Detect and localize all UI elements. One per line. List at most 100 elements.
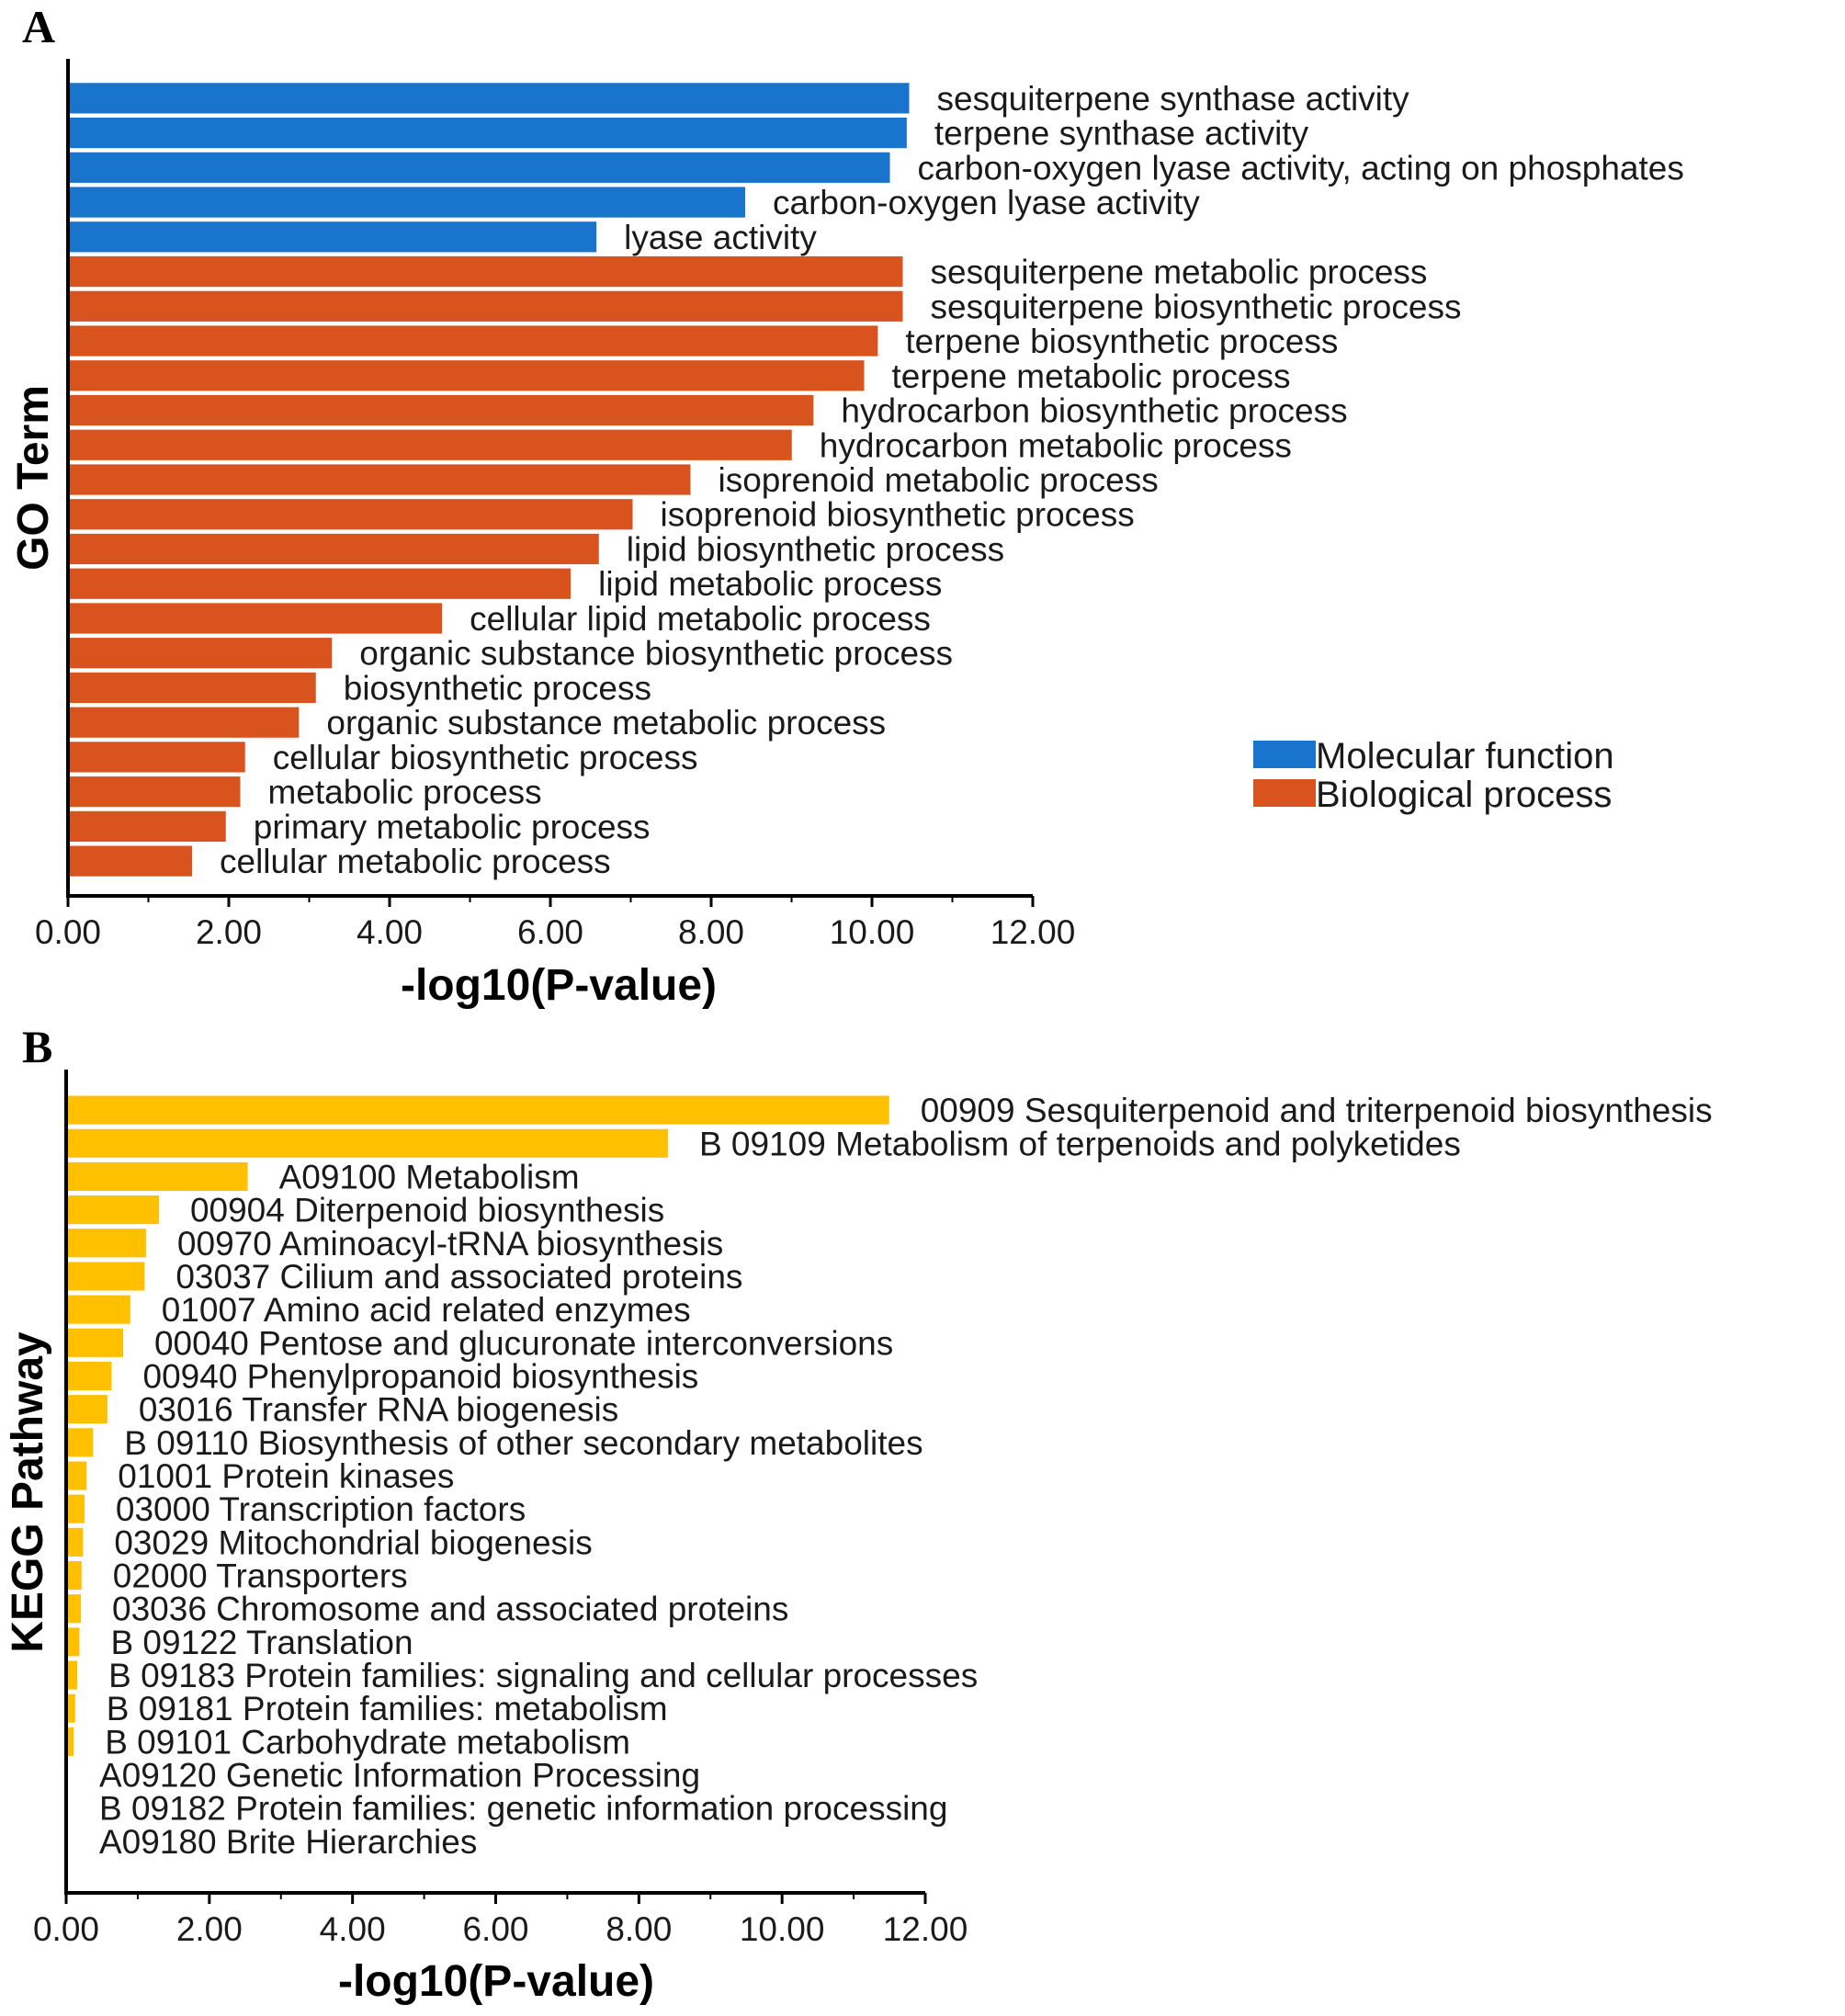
b-bar-6 [68,1295,130,1324]
a-bar-2 [70,152,890,183]
a-bar-5 [70,255,903,288]
a-bar-3 [70,187,745,218]
a-bar-6 [70,290,903,322]
a-bar-label-11: isoprenoid metabolic process [719,461,1159,499]
b-bar-1 [68,1128,668,1158]
go-bars [70,83,910,877]
b-bar-label-4: 00970 Aminoacyl-tRNA biosynthesis [177,1225,723,1263]
b-x-tick-label-3: 6.00 [462,1910,528,1948]
b-bar-label-13: 03029 Mitochondrial biogenesis [114,1523,592,1561]
b-x-tick-label-0: 0.00 [33,1910,99,1948]
a-bar-label-7: terpene biosynthetic process [905,323,1338,360]
b-bar-19 [68,1727,74,1756]
a-bar-label-13: lipid biosynthetic process [627,530,1004,568]
a-bar-label-3: carbon-oxygen lyase activity [773,184,1200,221]
b-bar-label-3: 00904 Diterpenoid biosynthesis [190,1192,664,1229]
a-bar-label-18: organic substance metabolic process [326,704,886,742]
go-legend: Molecular function Biological process [1253,736,1614,815]
legend-swatch-biological-process [1253,779,1316,807]
b-bar-8 [68,1361,112,1391]
b-bar-4 [68,1229,146,1258]
a-bar-16 [70,638,333,669]
a-bar-label-12: isoprenoid biosynthetic process [661,496,1135,534]
a-bar-17 [70,672,316,704]
legend-label-molecular-function: Molecular function [1316,736,1614,776]
b-bar-label-6: 01007 Amino acid related enzymes [162,1291,691,1329]
a-bar-10 [70,429,792,460]
b-bar-10 [68,1428,94,1457]
b-bar-label-20: A09120 Genetic Information Processing [99,1757,700,1795]
b-bar-label-11: 01001 Protein kinases [118,1457,454,1495]
b-bar-5 [68,1262,145,1291]
b-bar-17 [68,1660,78,1690]
panel-label-b: B [22,1021,52,1072]
a-x-tick-label-5: 10.00 [830,913,915,951]
b-bar-label-12: 03000 Transcription factors [116,1490,526,1528]
b-bar-label-16: B 09122 Translation [110,1624,413,1661]
b-x-tick-label-6: 12.00 [883,1910,968,1948]
a-bar-label-22: cellular metabolic process [220,843,611,880]
a-bar-22 [70,845,192,877]
b-bar-label-22: A09180 Brite Hierarchies [99,1823,477,1861]
b-bar-label-1: B 09109 Metabolism of terpenoids and pol… [699,1125,1461,1162]
kegg-bar-labels: 00909 Sesquiterpenoid and triterpenoid b… [99,1092,1713,1861]
kegg-x-axis-title: -log10(P-value) [338,1957,654,2006]
a-bar-label-0: sesquiterpene synthase activity [937,80,1410,118]
b-bar-label-19: B 09101 Carbohydrate metabolism [105,1723,630,1761]
a-x-tick-label-3: 6.00 [517,913,583,951]
a-bar-15 [70,603,443,634]
b-bar-0 [68,1095,889,1125]
b-bar-label-18: B 09181 Protein families: metabolism [107,1690,668,1727]
b-bar-label-17: B 09183 Protein families: signaling and … [108,1657,978,1694]
kegg-axes: 0.00 2.00 4.00 6.00 8.00 10.00 12.00 [33,1070,968,1948]
a-bar-1 [70,118,907,149]
b-x-tick-label-1: 2.00 [176,1910,243,1948]
b-bar-3 [68,1195,159,1225]
a-x-tick-label-4: 8.00 [678,913,744,951]
a-bar-label-21: primary metabolic process [254,808,651,845]
a-bar-label-1: terpene synthase activity [934,115,1309,153]
a-bar-label-14: lipid metabolic process [598,565,942,603]
kegg-bars [68,1095,889,1756]
panel-label-a: A [22,1,55,52]
a-bar-label-16: organic substance biosynthetic process [359,635,953,673]
b-bar-9 [68,1395,108,1424]
a-bar-11 [70,464,691,495]
a-bar-label-2: carbon-oxygen lyase activity, acting on … [918,149,1684,187]
a-bar-8 [70,360,865,391]
b-bar-16 [68,1627,80,1657]
b-bar-label-21: B 09182 Protein families: genetic inform… [99,1790,947,1828]
b-bar-label-2: A09100 Metabolism [279,1158,580,1195]
b-x-tick-label-4: 8.00 [606,1910,672,1948]
a-bar-18 [70,707,300,738]
a-bar-0 [70,83,910,114]
legend-swatch-molecular-function [1253,741,1316,768]
a-bar-label-10: hydrocarbon metabolic process [820,426,1292,464]
a-bar-14 [70,568,572,599]
a-bar-label-20: metabolic process [268,774,542,811]
kegg-y-axis-title: KEGG Pathway [4,1331,52,1653]
a-x-tick-label-1: 2.00 [196,913,262,951]
a-bar-13 [70,533,599,565]
b-bar-15 [68,1594,82,1624]
a-bar-21 [70,810,226,842]
b-bar-label-9: 03016 Transfer RNA biogenesis [139,1391,618,1429]
go-axes: 0.00 2.00 4.00 6.00 8.00 10.00 12.00 [35,59,1075,951]
b-x-tick-label-2: 4.00 [320,1910,386,1948]
a-bar-label-6: sesquiterpene biosynthetic process [931,288,1462,325]
a-bar-label-9: hydrocarbon biosynthetic process [841,392,1347,430]
b-bar-label-5: 03037 Cilium and associated proteins [175,1258,742,1296]
a-bar-label-15: cellular lipid metabolic process [470,600,931,638]
kegg-pathway-chart: 00909 Sesquiterpenoid and triterpenoid b… [4,1070,1713,2006]
b-bar-label-8: 00940 Phenylpropanoid biosynthesis [143,1357,699,1395]
a-x-tick-label-2: 4.00 [357,913,423,951]
a-x-tick-label-6: 12.00 [990,913,1076,951]
b-bar-11 [68,1461,87,1490]
go-y-axis-title: GO Term [9,385,58,571]
a-bar-label-5: sesquiterpene metabolic process [931,254,1428,291]
b-x-tick-label-5: 10.00 [740,1910,825,1948]
b-bar-13 [68,1527,84,1557]
b-bar-label-0: 00909 Sesquiterpenoid and triterpenoid b… [921,1092,1713,1129]
